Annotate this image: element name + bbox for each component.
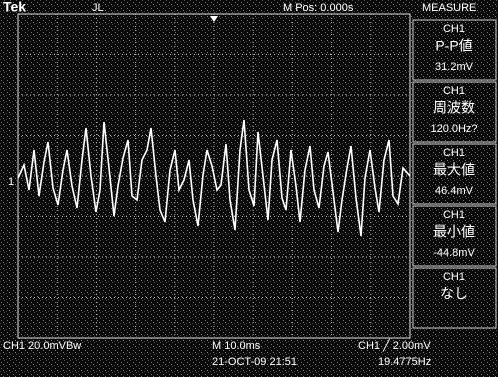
trigger-setting: CH1 ╱ 2.00mV bbox=[358, 338, 431, 352]
measure-value: 46.4mV bbox=[435, 185, 474, 197]
brand: Tek bbox=[3, 0, 26, 15]
measure-channel: CH1 bbox=[443, 147, 465, 159]
measure-channel: CH1 bbox=[443, 209, 465, 221]
measure-label: 最大値 bbox=[433, 162, 475, 178]
horizontal-position: M Pos: 0.000s bbox=[283, 2, 354, 14]
trigger-state: JL bbox=[92, 2, 104, 14]
trigger-frequency: 19.4775Hz bbox=[378, 356, 431, 368]
menu-title: MEASURE bbox=[422, 2, 476, 14]
measure-label: 周波数 bbox=[433, 100, 475, 116]
measure-channel: CH1 bbox=[443, 23, 465, 35]
measure-label: P-P値 bbox=[435, 38, 472, 54]
trace-marker: 1 bbox=[8, 176, 14, 188]
channel-scale: CH1 20.0mVBw bbox=[3, 340, 81, 352]
measure-value: 31.2mV bbox=[435, 61, 474, 73]
timebase: M 10.0ms bbox=[212, 340, 261, 352]
measure-channel: CH1 bbox=[443, 271, 465, 283]
measure-value: 120.0Hz? bbox=[430, 123, 477, 135]
measure-value: -44.8mV bbox=[433, 247, 475, 259]
measure-channel: CH1 bbox=[443, 85, 465, 97]
measure-label: なし bbox=[440, 286, 468, 302]
measure-label: 最小値 bbox=[433, 224, 475, 240]
date-time: 21-OCT-09 21:51 bbox=[212, 356, 297, 368]
oscilloscope-screen: 1 Tek JL M Pos: 0.000s MEASURE CH1 P-P値 31… bbox=[0, 0, 498, 377]
